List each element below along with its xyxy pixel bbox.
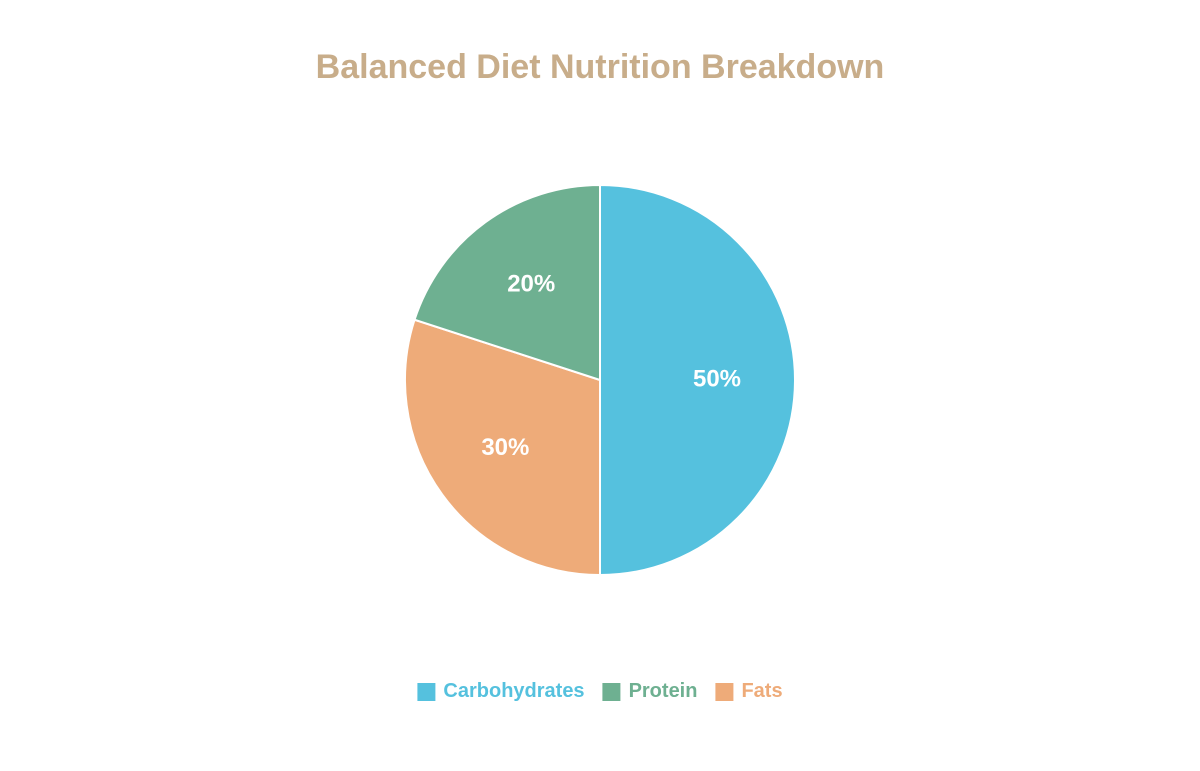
legend-label-carbohydrates: Carbohydrates: [443, 680, 584, 703]
legend-item-carbohydrates: Carbohydrates: [417, 680, 584, 703]
pie-svg: 50% 30% 20%: [405, 185, 795, 575]
chart-title: Balanced Diet Nutrition Breakdown: [0, 48, 1200, 87]
legend-item-fats: Fats: [715, 680, 782, 703]
pie-slice-label-fats: 30%: [481, 434, 529, 461]
legend-label-fats: Fats: [741, 680, 782, 703]
legend-swatch-fats: [715, 683, 733, 701]
pie-slice-label-protein: 20%: [507, 271, 555, 298]
legend-swatch-protein: [603, 683, 621, 701]
legend-label-protein: Protein: [629, 680, 698, 703]
pie-chart: 50% 30% 20%: [405, 185, 795, 575]
legend-swatch-carbohydrates: [417, 683, 435, 701]
legend: Carbohydrates Protein Fats: [417, 680, 782, 703]
pie-slice-label-carbohydrates: 50%: [693, 365, 741, 392]
legend-item-protein: Protein: [603, 680, 698, 703]
